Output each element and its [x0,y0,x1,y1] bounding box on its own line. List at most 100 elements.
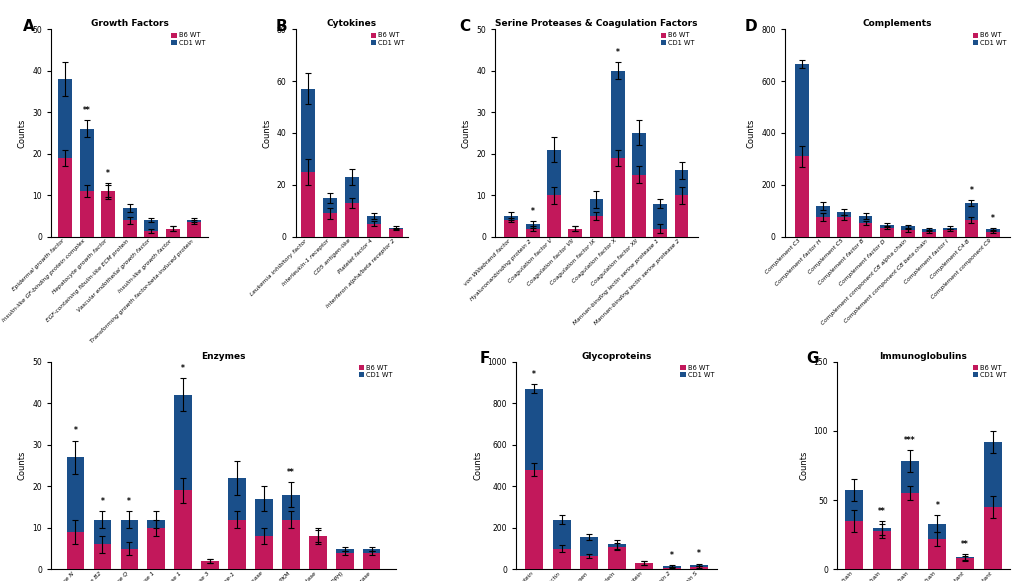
Bar [255,498,272,569]
Title: Enzymes: Enzymes [201,352,246,361]
Bar [552,519,570,569]
Bar [363,553,380,569]
Bar [552,548,570,569]
Bar [589,216,603,237]
Bar [144,231,158,237]
Bar [674,195,688,237]
Bar [309,536,326,569]
Text: *: * [934,501,938,510]
Bar [388,228,403,237]
Bar [166,228,179,237]
Bar [955,557,973,569]
Bar [101,191,115,237]
Bar [858,223,871,237]
Bar [282,519,300,569]
Bar [309,536,326,569]
Bar [662,566,680,569]
Bar [301,172,315,237]
Bar [228,478,246,569]
Bar [844,521,862,569]
Bar [122,220,137,237]
Bar [255,536,272,569]
Text: *: * [697,550,700,558]
Bar [367,224,381,237]
Bar [525,469,542,569]
Bar [120,548,138,569]
Bar [837,217,851,237]
Bar [607,547,625,569]
Bar [837,212,851,237]
Title: Cytokines: Cytokines [326,19,377,28]
Bar [653,203,666,237]
Bar [363,548,380,569]
Bar [844,490,862,569]
Text: *: * [100,497,104,506]
Bar [174,395,192,569]
Bar [794,64,808,237]
Bar [122,208,137,237]
Text: *: * [532,370,536,379]
Bar [858,216,871,237]
Bar [120,519,138,569]
Bar [335,548,354,569]
Text: **: ** [83,106,91,115]
Bar [662,568,680,569]
Bar [607,544,625,569]
Text: F: F [479,351,490,366]
Bar [187,220,201,237]
Legend: B6 WT, CD1 WT: B6 WT, CD1 WT [972,33,1006,46]
Text: C: C [459,19,470,34]
Bar [955,558,973,569]
Text: G: G [805,351,818,366]
Bar [794,156,808,237]
Y-axis label: Counts: Counts [798,451,807,480]
Bar [927,539,946,569]
Title: Serine Proteases & Coagulation Factors: Serine Proteases & Coagulation Factors [495,19,697,28]
Text: *: * [127,497,131,506]
Bar [148,528,165,569]
Bar [921,229,935,237]
Bar [66,457,85,569]
Bar [201,561,219,569]
Bar [943,228,956,237]
Bar [983,442,1001,569]
Bar [674,170,688,237]
Bar [344,203,359,237]
Bar [144,220,158,237]
Bar [872,528,890,569]
Y-axis label: Counts: Counts [17,119,26,148]
Bar [282,494,300,569]
Bar [344,177,359,237]
Text: *: * [73,426,77,435]
Bar [580,556,597,569]
Legend: B6 WT, CD1 WT: B6 WT, CD1 WT [359,365,392,378]
Bar [879,228,893,237]
Bar [900,461,918,569]
Bar [79,191,94,237]
Bar [589,199,603,237]
Bar [927,523,946,569]
Text: B: B [275,19,286,34]
Bar [568,228,582,237]
Y-axis label: Counts: Counts [746,119,755,148]
Bar [964,220,977,237]
Bar [525,224,539,237]
Bar [322,198,336,237]
Bar [148,519,165,569]
Text: A: A [22,19,35,34]
Bar [900,493,918,569]
Text: *: * [669,551,673,560]
Legend: B6 WT, CD1 WT: B6 WT, CD1 WT [660,33,694,46]
Text: **: ** [286,468,294,477]
Text: *: * [530,207,534,216]
Bar [301,89,315,237]
Bar [815,217,829,237]
Bar [879,225,893,237]
Text: **: ** [960,540,968,549]
Bar [101,191,115,237]
Bar [690,565,707,569]
Bar [872,530,890,569]
Bar [58,158,72,237]
Bar [690,567,707,569]
Text: D: D [744,19,756,34]
